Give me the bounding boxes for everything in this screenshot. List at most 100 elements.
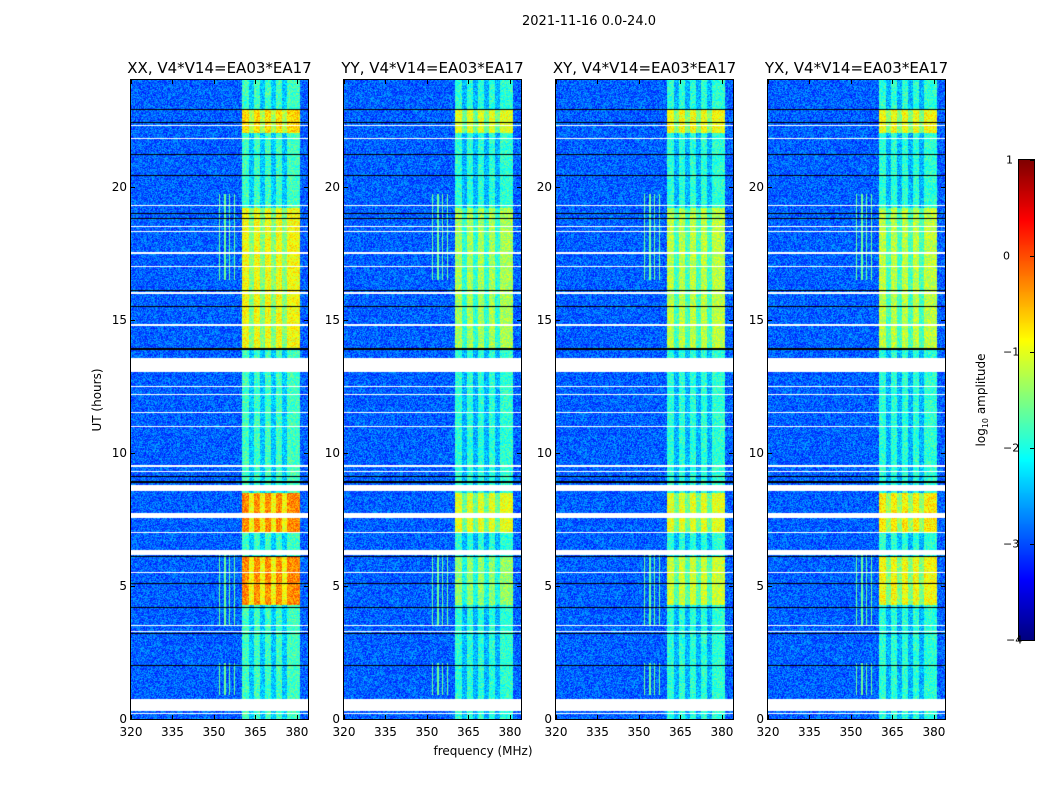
x-tick-mark [172,715,174,719]
y-tick-mark [556,452,560,454]
y-tick-label: 0 [544,712,552,726]
x-tick-mark [680,715,682,719]
y-tick-mark [768,186,772,188]
y-tick-label: 15 [324,312,340,327]
y-tick-label: 15 [111,312,127,327]
x-tick-label: 380 [285,725,309,739]
colorbar-tick-label: −2 [1003,441,1020,455]
y-tick-mark [517,719,521,720]
colorbar-tick-mark [1030,160,1034,161]
y-tick-mark [131,319,135,321]
colorbar-gradient [1019,160,1034,640]
x-tick-mark [344,80,345,84]
x-tick-mark [721,715,723,719]
x-tick-mark [213,80,215,84]
y-tick-label: 20 [536,179,552,194]
y-tick-mark [941,585,945,587]
x-tick-label: 380 [922,725,946,739]
colorbar-label: log10 amplitude [973,353,991,447]
figure-title: 2021-11-16 0.0-24.0 [522,14,656,29]
x-tick-mark [426,80,428,84]
y-tick-label: 5 [332,578,340,593]
heatmap-image [768,80,945,719]
y-tick-mark [729,585,733,587]
colorbar-tick-label: 0 [1003,249,1010,263]
y-tick-label: 0 [756,712,764,726]
y-tick-mark [556,585,560,587]
y-tick-mark [941,186,945,188]
colorbar-tick-mark [1030,640,1034,641]
y-tick-label: 0 [332,712,340,726]
x-tick-mark [597,80,599,84]
x-tick-label: 335 [374,725,397,739]
y-tick-mark [517,186,521,188]
x-tick-mark [809,715,811,719]
x-tick-mark [768,715,769,719]
y-tick-mark [768,452,772,454]
x-tick-mark [556,80,557,84]
x-tick-label: 380 [498,725,522,739]
y-tick-mark [556,319,560,321]
x-tick-mark [721,80,723,84]
colorbar-tick-mark [1030,256,1034,257]
x-tick-mark [680,80,682,84]
x-tick-label: 320 [756,725,780,739]
x-tick-label: 320 [544,725,568,739]
x-tick-mark [892,80,894,84]
x-tick-mark [556,715,557,719]
x-tick-mark [509,715,511,719]
y-tick-label: 20 [748,179,764,194]
y-tick-label: 15 [536,312,552,327]
colorbar-tick-label: −3 [1003,537,1020,551]
y-tick-mark [131,719,135,720]
y-tick-mark [768,585,772,587]
x-tick-label: 365 [669,725,692,739]
y-tick-mark [344,186,348,188]
x-tick-mark [809,80,811,84]
y-tick-mark [304,719,308,720]
x-tick-label: 365 [244,725,267,739]
colorbar-tick-mark [1030,352,1034,353]
y-tick-mark [556,186,560,188]
x-tick-label: 350 [415,725,439,739]
y-tick-label: 20 [111,179,127,194]
y-tick-mark [941,452,945,454]
x-tick-mark [597,715,599,719]
x-tick-mark [131,80,132,84]
colorbar-tick-label: 1 [1006,153,1013,167]
x-tick-mark [933,715,935,719]
x-tick-mark [255,80,257,84]
x-tick-mark [131,715,132,719]
y-tick-label: 5 [119,578,127,593]
x-tick-mark [255,715,257,719]
heatmap-panel [130,79,309,720]
y-tick-mark [304,186,308,188]
y-tick-label: 10 [324,445,340,460]
y-tick-label: 10 [536,445,552,460]
x-tick-mark [385,715,387,719]
colorbar-tick-mark [1030,544,1034,545]
x-tick-label: 320 [332,725,356,739]
y-tick-mark [131,186,135,188]
y-tick-mark [729,452,733,454]
x-tick-mark [468,80,470,84]
y-tick-mark [344,319,348,321]
x-tick-mark [426,715,428,719]
heatmap-image [344,80,521,719]
y-tick-mark [768,719,772,720]
y-tick-label: 10 [748,445,764,460]
x-tick-label: 350 [202,725,226,739]
panel-title: XX, V4*V14=EA03*EA17 [127,59,312,77]
colorbar-tick-label: −4 [1006,633,1023,647]
y-tick-mark [517,319,521,321]
y-tick-mark [131,585,135,587]
x-tick-mark [892,715,894,719]
panel-title: YY, V4*V14=EA03*EA17 [341,59,524,77]
colorbar [1018,159,1035,641]
x-tick-mark [509,80,511,84]
y-tick-label: 15 [748,312,764,327]
panel-title: YX, V4*V14=EA03*EA17 [764,59,949,77]
x-tick-mark [296,715,298,719]
panel-title: XY, V4*V14=EA03*EA17 [552,59,737,77]
